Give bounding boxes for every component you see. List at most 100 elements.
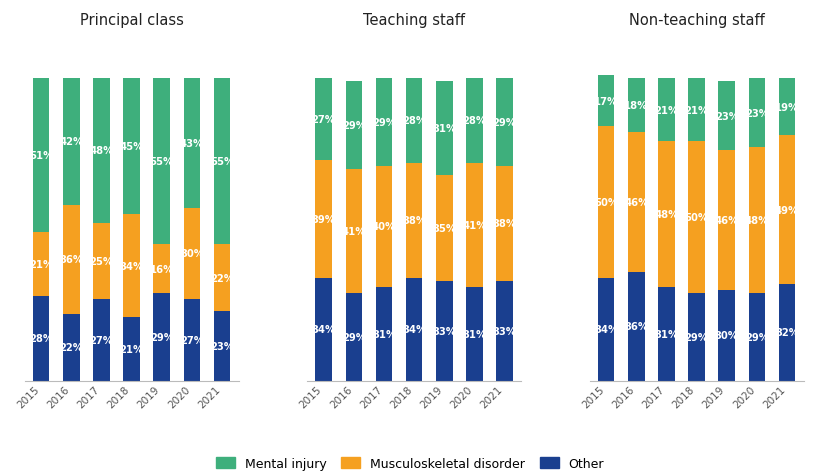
- Bar: [93, 79, 110, 224]
- Bar: [315, 278, 332, 381]
- Text: 38%: 38%: [492, 218, 516, 228]
- Text: 19%: 19%: [774, 102, 798, 112]
- Title: Principal class: Principal class: [79, 13, 183, 28]
- Text: 49%: 49%: [774, 205, 798, 215]
- Text: 23%: 23%: [210, 341, 233, 351]
- Bar: [717, 290, 734, 381]
- Text: 50%: 50%: [684, 213, 708, 223]
- Bar: [495, 79, 512, 166]
- Text: 35%: 35%: [432, 223, 455, 233]
- Bar: [627, 79, 644, 133]
- Text: 39%: 39%: [311, 214, 335, 224]
- Bar: [93, 224, 110, 299]
- Text: 55%: 55%: [210, 157, 233, 167]
- Bar: [93, 299, 110, 381]
- Bar: [183, 208, 200, 299]
- Bar: [627, 272, 644, 381]
- Bar: [63, 206, 79, 314]
- Text: 31%: 31%: [654, 329, 677, 339]
- Text: 29%: 29%: [342, 332, 365, 342]
- Bar: [153, 245, 170, 293]
- Text: 51%: 51%: [29, 151, 53, 161]
- Bar: [123, 79, 140, 215]
- Text: 36%: 36%: [623, 321, 648, 331]
- Bar: [405, 79, 422, 163]
- Text: 21%: 21%: [654, 105, 677, 115]
- Text: 25%: 25%: [89, 257, 113, 267]
- Bar: [153, 293, 170, 381]
- Bar: [33, 233, 49, 296]
- Bar: [123, 317, 140, 381]
- Text: 36%: 36%: [59, 255, 84, 265]
- Text: 22%: 22%: [59, 343, 84, 353]
- Text: 31%: 31%: [432, 123, 455, 133]
- Text: 41%: 41%: [342, 226, 365, 236]
- Text: 27%: 27%: [179, 335, 204, 345]
- Bar: [183, 299, 200, 381]
- Bar: [153, 79, 170, 245]
- Bar: [465, 287, 482, 381]
- Bar: [748, 148, 764, 293]
- Bar: [405, 278, 422, 381]
- Bar: [375, 287, 391, 381]
- Text: 29%: 29%: [150, 332, 174, 342]
- Text: 46%: 46%: [713, 216, 738, 226]
- Text: 30%: 30%: [714, 330, 738, 340]
- Title: Teaching staff: Teaching staff: [363, 13, 464, 28]
- Text: 32%: 32%: [774, 327, 798, 337]
- Bar: [495, 166, 512, 281]
- Text: 21%: 21%: [120, 344, 143, 354]
- Text: 29%: 29%: [744, 332, 768, 342]
- Text: 29%: 29%: [684, 332, 708, 342]
- Text: 28%: 28%: [401, 116, 426, 126]
- Bar: [597, 127, 613, 278]
- Bar: [687, 293, 704, 381]
- Text: 31%: 31%: [462, 329, 486, 339]
- Bar: [627, 133, 644, 272]
- Bar: [597, 278, 613, 381]
- Bar: [63, 79, 79, 206]
- Text: 18%: 18%: [623, 101, 648, 111]
- Bar: [375, 79, 391, 166]
- Bar: [687, 79, 704, 142]
- Bar: [345, 82, 362, 169]
- Bar: [33, 79, 49, 233]
- Bar: [495, 281, 512, 381]
- Text: 28%: 28%: [29, 334, 53, 344]
- Bar: [315, 79, 332, 160]
- Bar: [658, 287, 674, 381]
- Bar: [465, 163, 482, 287]
- Bar: [436, 82, 452, 175]
- Text: 23%: 23%: [714, 111, 738, 121]
- Text: 48%: 48%: [89, 146, 114, 156]
- Bar: [345, 293, 362, 381]
- Text: 30%: 30%: [179, 249, 204, 259]
- Bar: [214, 245, 230, 311]
- Title: Non-teaching staff: Non-teaching staff: [628, 13, 763, 28]
- Bar: [345, 169, 362, 293]
- Text: 34%: 34%: [311, 325, 335, 335]
- Text: 41%: 41%: [462, 220, 486, 230]
- Bar: [214, 79, 230, 245]
- Text: 22%: 22%: [210, 273, 233, 283]
- Text: 43%: 43%: [179, 139, 204, 149]
- Text: 21%: 21%: [684, 105, 708, 115]
- Text: 38%: 38%: [401, 216, 426, 226]
- Bar: [778, 136, 794, 284]
- Bar: [778, 284, 794, 381]
- Text: 29%: 29%: [492, 118, 516, 128]
- Bar: [123, 215, 140, 317]
- Text: 34%: 34%: [401, 325, 426, 335]
- Text: 34%: 34%: [120, 261, 143, 271]
- Text: 17%: 17%: [594, 96, 618, 106]
- Bar: [717, 82, 734, 151]
- Bar: [687, 142, 704, 293]
- Text: 50%: 50%: [594, 198, 618, 208]
- Text: 48%: 48%: [744, 216, 768, 226]
- Bar: [465, 79, 482, 163]
- Bar: [436, 281, 452, 381]
- Bar: [63, 314, 79, 381]
- Text: 40%: 40%: [372, 222, 396, 232]
- Bar: [597, 76, 613, 127]
- Text: 27%: 27%: [311, 114, 335, 124]
